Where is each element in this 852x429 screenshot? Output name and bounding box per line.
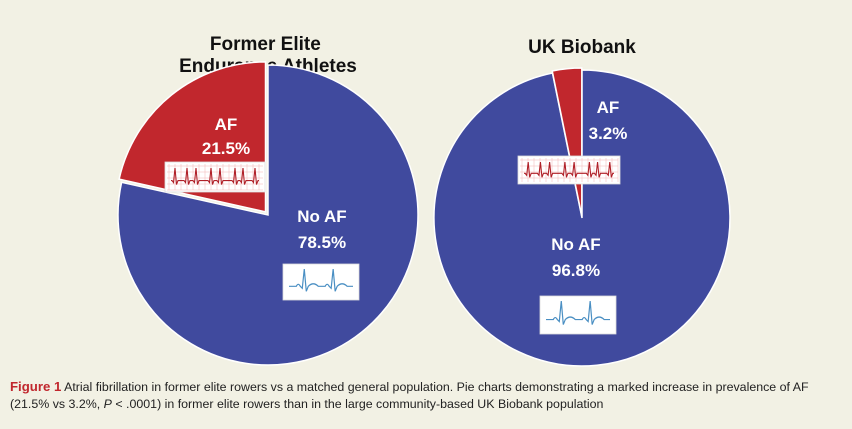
caption-p-symbol: P <box>103 397 112 411</box>
caption-text-1: Atrial fibrillation in former elite rowe… <box>10 380 809 411</box>
pie-0-value-no-af: 78.5% <box>298 233 346 252</box>
pie-0-value-af: 21.5% <box>202 139 250 158</box>
pie-charts: Former Elite Endurance Athletes AF21.5%N… <box>117 34 731 367</box>
pie-1-label-no-af: No AF <box>551 235 600 254</box>
figure-caption: Figure 1 Atrial fibrillation in former e… <box>10 378 846 413</box>
ecg-strip-irregular-icon <box>164 161 266 193</box>
ecg-sinus-rhythm-icon <box>282 263 360 301</box>
pie-1-value-af: 3.2% <box>589 124 628 143</box>
ecg-sinus-rhythm-icon <box>539 295 617 335</box>
ecg-strip-irregular-icon <box>517 155 621 185</box>
pie-1-value-no-af: 96.8% <box>552 261 600 280</box>
chart-title-left-line1: Former Elite <box>210 34 321 55</box>
chart-left: Former Elite Endurance Athletes AF21.5%N… <box>117 34 419 366</box>
pie-1-slice-no-af <box>433 69 731 367</box>
pie-1-label-af: AF <box>597 98 620 117</box>
chart-title-right: UK Biobank <box>528 37 636 58</box>
chart-right: UK Biobank AF 3.2% No AF 96.8% <box>433 37 731 367</box>
pie-0-label-af: AF <box>215 115 238 134</box>
caption-label: Figure 1 <box>10 379 62 394</box>
pie-0-label-no-af: No AF <box>297 207 346 226</box>
caption-text-2: < .0001) in former elite rowers than in … <box>111 397 604 411</box>
